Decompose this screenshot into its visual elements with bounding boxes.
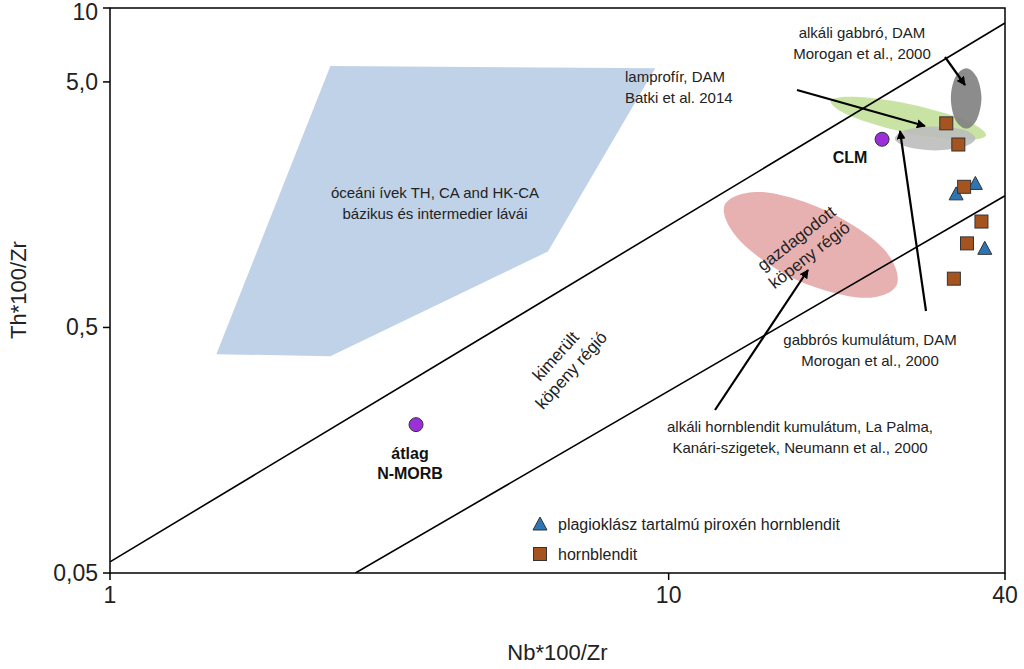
- plot-area: [110, 23, 1005, 573]
- text-line: Morogan et al., 2000: [793, 45, 931, 62]
- text-line: óceáni ívek TH, CA and HK-CA: [331, 184, 539, 201]
- boundary-line: [355, 196, 1005, 573]
- x-tick-label: 40: [992, 582, 1018, 608]
- frame: [110, 8, 1005, 573]
- boundary-line: [110, 23, 1005, 562]
- text-line: Morogan et al., 2000: [801, 352, 939, 369]
- y-tick-label: 5,0: [66, 69, 98, 95]
- region: [724, 192, 898, 298]
- annotation-arrow: [797, 90, 925, 126]
- y-tick-label: 0,5: [66, 314, 98, 340]
- reference-label: átlag N-MORB: [377, 445, 443, 482]
- reference-label: CLM: [833, 149, 868, 166]
- region: [216, 66, 655, 356]
- text-line: köpeny régió: [765, 218, 853, 293]
- y-tick: [103, 7, 110, 9]
- text-line: köpeny régió: [532, 328, 611, 413]
- y-tick: [103, 81, 110, 83]
- text-line: lamprofír, DAM: [625, 68, 725, 85]
- x-tick: [668, 573, 670, 580]
- text-line: bázikus és intermedier lávái: [342, 205, 527, 222]
- text-line: alkáli gabbró, DAM: [799, 24, 926, 41]
- data-point: [952, 138, 965, 151]
- region: [895, 127, 976, 151]
- annotation: alkáli hornblendit kumulátum, La Palma, K…: [667, 418, 933, 456]
- y-tick: [103, 572, 110, 574]
- legend-marker: [534, 548, 547, 561]
- data-point: [975, 215, 988, 228]
- legend-label: hornblendit: [558, 546, 638, 563]
- x-tick: [109, 573, 111, 580]
- reference-point: [409, 418, 423, 432]
- annotation: gabbrós kumulátum, DAM Morogan et al., 20…: [783, 331, 956, 369]
- annotation: lamprofír, DAM Batki et al. 2014: [625, 68, 733, 106]
- annotation-arrow: [715, 270, 808, 410]
- legend-label: plagioklász tartalmú piroxén hornblendit: [558, 516, 840, 533]
- text-line: Batki et al. 2014: [625, 89, 733, 106]
- text-line: gabbrós kumulátum, DAM: [783, 331, 956, 348]
- y-tick-label: 0,05: [53, 560, 98, 586]
- x-tick: [1004, 573, 1006, 580]
- reference-point: [875, 132, 889, 146]
- text-line: Kanári-szigetek, Neumann et al., 2000: [672, 439, 927, 456]
- legend: plagioklász tartalmú piroxén hornblendit…: [533, 516, 840, 563]
- text-line: N-MORB: [377, 465, 443, 482]
- chart: 1 10 40 0,05 0,5 5,0 10 Nb*100/Zr Th*100/Zr óceán…: [0, 0, 1024, 669]
- x-axis-label: Nb*100/Zr: [507, 640, 607, 665]
- data-point: [960, 237, 973, 250]
- x-tick-label: 1: [104, 582, 117, 608]
- data-point: [978, 241, 992, 254]
- x-tick-label: 10: [656, 582, 682, 608]
- data-point: [958, 180, 971, 193]
- annotation-arrow: [945, 57, 965, 85]
- data-point: [947, 272, 960, 285]
- annotation: kimerültköpeny régió: [516, 314, 611, 413]
- text-line: CLM: [833, 149, 868, 166]
- y-tick-label: 10: [72, 0, 98, 25]
- y-axis-label: Th*100/Zr: [6, 241, 31, 339]
- region-label: óceáni ívek TH, CA and HK-CA bázikus és i…: [331, 184, 539, 222]
- text-line: alkáli hornblendit kumulátum, La Palma,: [667, 418, 933, 435]
- annotation: alkáli gabbró, DAM Morogan et al., 2000: [793, 24, 931, 62]
- legend-marker: [533, 517, 547, 530]
- data-point: [940, 117, 953, 130]
- y-tick: [103, 327, 110, 329]
- region: [951, 68, 982, 128]
- annotation-arrow: [900, 131, 926, 311]
- text-line: átlag: [391, 445, 428, 462]
